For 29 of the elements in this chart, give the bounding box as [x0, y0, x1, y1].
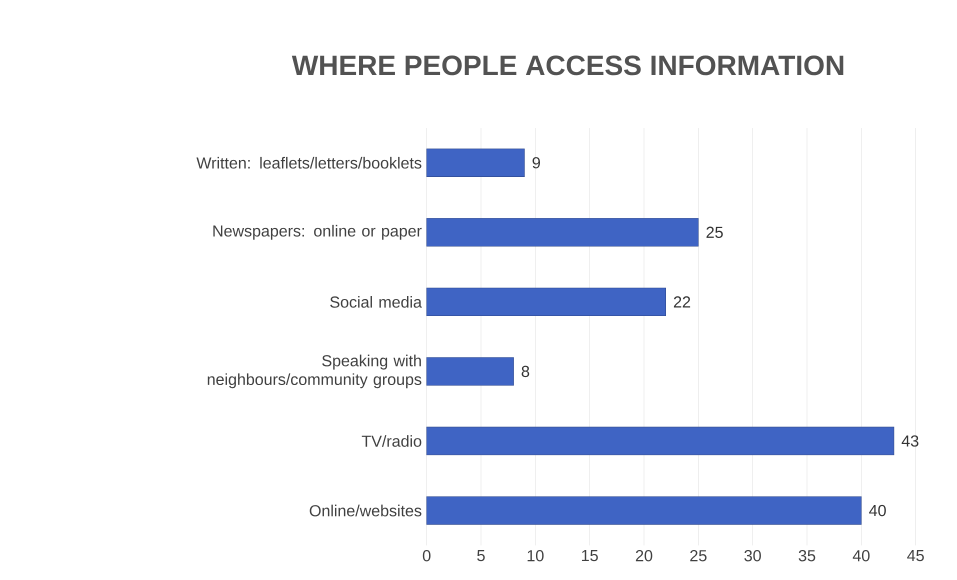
data-label: 8 — [522, 366, 530, 378]
data-label: 22 — [674, 296, 690, 308]
data-label: 43 — [902, 435, 918, 447]
data-label: 9 — [532, 157, 540, 168]
x-tick-label: 20 — [636, 550, 652, 562]
y-tick-label: Speaking with neighbours/community groups — [208, 354, 422, 388]
y-tick-label: Online/websites — [310, 504, 422, 516]
data-label: 25 — [706, 226, 723, 238]
bar — [426, 288, 666, 316]
x-tick-label: 35 — [798, 550, 816, 562]
x-tick-label: 15 — [582, 550, 598, 562]
bar — [426, 218, 699, 247]
x-tick-label: 40 — [852, 550, 870, 562]
bar — [426, 357, 514, 386]
x-tick-label: 10 — [528, 550, 544, 562]
bar — [426, 496, 862, 525]
x-tick-label: 0 — [422, 550, 430, 562]
bar — [426, 148, 525, 177]
y-tick-label: Written: leaflets/letters/booklets — [196, 156, 422, 169]
x-tick-label: 25 — [690, 550, 707, 562]
x-tick-label: 45 — [907, 550, 924, 562]
y-tick-label: Social media — [330, 296, 422, 308]
x-tick-label: 30 — [744, 550, 761, 562]
bar — [426, 426, 894, 456]
data-label: 40 — [869, 504, 886, 516]
chart-title: WHERE PEOPLE ACCESS INFORMATION — [292, 55, 844, 76]
y-tick-label: TV/radio — [362, 435, 422, 447]
x-tick-label: 5 — [477, 550, 485, 562]
y-tick-label: Newspapers: online or paper — [213, 224, 422, 240]
